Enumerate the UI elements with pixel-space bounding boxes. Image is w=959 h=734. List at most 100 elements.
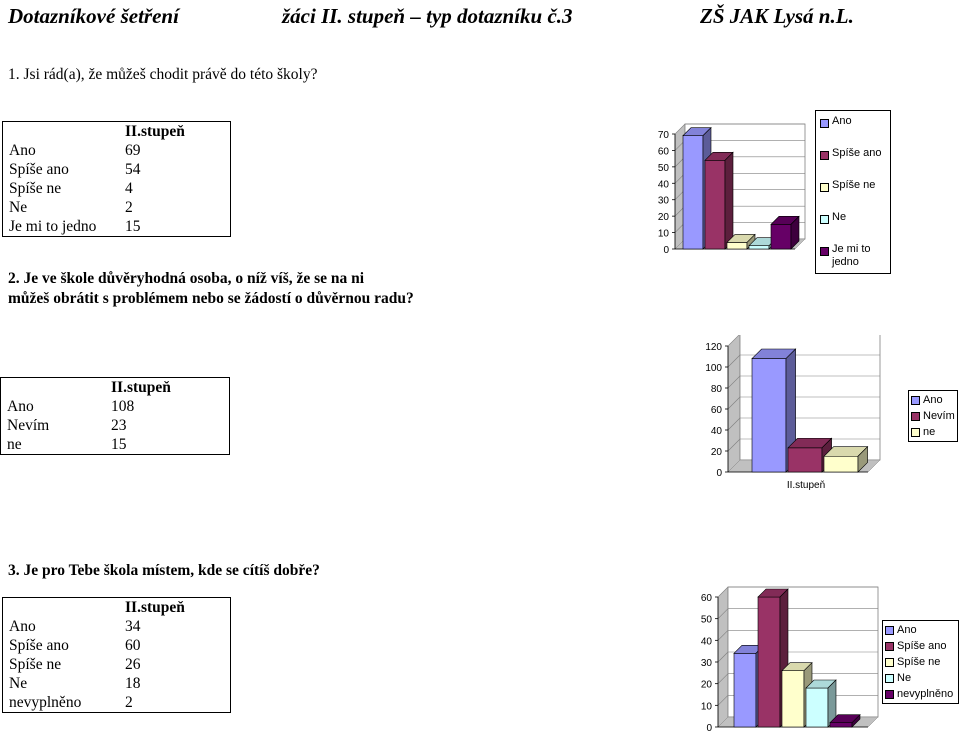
row-label: Spíše ne	[9, 180, 62, 197]
table-row: Ano 34	[3, 617, 231, 636]
row-value: 2	[125, 694, 133, 711]
y-tick-label: 60	[701, 593, 713, 604]
bar	[829, 722, 853, 728]
legend-label: Ne	[897, 672, 912, 684]
document-subtitle: žáci II. stupeň – typ dotazníku č.3	[282, 4, 573, 28]
bar	[682, 135, 704, 250]
legend-q1: Ano Spíše ano Spíše ne Ne Je mi to jedno	[815, 110, 891, 274]
row-value: 23	[111, 417, 127, 434]
y-tick-label: 0	[663, 245, 669, 256]
y-tick-label: 0	[716, 468, 722, 479]
side-wall	[727, 335, 741, 473]
bar	[726, 242, 748, 250]
legend-swatch	[820, 183, 829, 192]
row-label: Spíše ano	[9, 637, 69, 654]
bar-side	[790, 215, 800, 250]
legend-item: Spíše ne	[818, 179, 888, 192]
legend-item: Spíše ne	[883, 654, 958, 670]
y-tick-label: 20	[701, 680, 713, 691]
gridline	[717, 608, 729, 619]
gridline	[727, 335, 740, 347]
y-tick-label: 10	[658, 229, 670, 240]
bar	[787, 447, 823, 473]
legend-swatch	[820, 247, 829, 256]
row-value: 26	[125, 656, 141, 673]
gridline	[727, 396, 741, 410]
bar-side	[851, 713, 861, 728]
gridline	[727, 375, 741, 389]
table-row: Je mi to jedno 15	[3, 217, 231, 237]
table-header: II.stupeň	[125, 123, 185, 140]
bar-side	[857, 445, 868, 473]
row-value: 18	[125, 675, 141, 692]
legend-item: Nevím	[909, 408, 957, 424]
row-label: Ano	[9, 142, 36, 159]
legend-label: Ano	[832, 115, 852, 127]
y-tick-label: 80	[711, 384, 723, 395]
bar	[751, 358, 787, 473]
table-row: Ne 18	[3, 674, 231, 693]
row-value: 34	[125, 618, 141, 635]
gridline	[717, 630, 729, 641]
legend-swatch	[885, 658, 894, 667]
legend-item: Ano	[818, 115, 888, 128]
table-row: ne 15	[1, 435, 230, 455]
table-row: Spíše ano 60	[3, 636, 231, 655]
row-value: 2	[125, 199, 133, 216]
y-tick-label: 30	[701, 658, 713, 669]
table-q3: II.stupeň Ano 34 Spíše ano 60 Spíše ne 26 N…	[2, 597, 231, 713]
legend-swatch	[885, 674, 894, 683]
y-tick-label: 60	[658, 146, 670, 157]
row-value: 15	[111, 436, 127, 453]
y-tick-label: 50	[658, 163, 670, 174]
gridline	[717, 673, 729, 684]
bar	[805, 687, 829, 728]
legend-swatch	[885, 626, 894, 635]
y-tick-label: 60	[711, 405, 723, 416]
school-name: ZŠ JAK Lysá n.L.	[700, 4, 854, 28]
y-tick-label: 0	[706, 723, 712, 734]
table-header: II.stupeň	[125, 599, 185, 616]
legend-item: Spíše ano	[818, 147, 888, 160]
bar	[757, 596, 781, 728]
question-2-line-2: můžeš obrátit s problémem nebo se žádost…	[8, 290, 414, 307]
legend-swatch	[820, 119, 829, 128]
legend-item: nevyplněno	[883, 686, 958, 702]
y-tick-label: 120	[705, 342, 722, 353]
bar	[781, 670, 805, 728]
legend-item: Ne	[818, 211, 888, 224]
chart-q1: 0 10 20 30 40 50 60 70	[658, 123, 806, 256]
legend-label: Ano	[923, 394, 943, 406]
row-value: 4	[125, 180, 133, 197]
gridline	[727, 354, 741, 368]
row-label: Ne	[9, 199, 28, 216]
gridline	[717, 586, 729, 598]
row-label: Ne	[9, 675, 28, 692]
row-value: 15	[125, 218, 141, 235]
row-value: 54	[125, 161, 141, 178]
legend-swatch	[911, 428, 920, 437]
legend-item: Ano	[909, 392, 957, 408]
gridline	[674, 123, 686, 135]
y-tick-label: 70	[658, 130, 670, 141]
legend-label: Spíše ano	[897, 640, 947, 652]
table-q2: II.stupeň Ano 108 Nevím 23 ne 15	[0, 377, 230, 455]
table-row: nevyplněno 2	[3, 693, 231, 713]
table-row: Ano 69	[3, 141, 231, 160]
table-row: Nevím 23	[1, 416, 230, 435]
legend-swatch	[885, 642, 894, 651]
legend-label: ne	[923, 426, 936, 438]
legend-label: nevyplněno	[897, 688, 954, 700]
y-tick-label: 30	[658, 196, 670, 207]
legend-item: ne	[909, 424, 957, 440]
y-tick-label: 40	[701, 636, 713, 647]
gridline	[717, 695, 729, 706]
row-label: nevyplněno	[9, 694, 82, 711]
chart-q2: 0 20 40 60 80 100 120 II.stupeň	[705, 335, 881, 491]
y-tick-label: 40	[658, 179, 670, 190]
y-tick-label: 50	[701, 615, 713, 626]
row-label: Ano	[9, 618, 36, 635]
table-header-row: II.stupeň	[3, 598, 231, 618]
table-header: II.stupeň	[111, 379, 171, 396]
bar	[823, 455, 859, 473]
